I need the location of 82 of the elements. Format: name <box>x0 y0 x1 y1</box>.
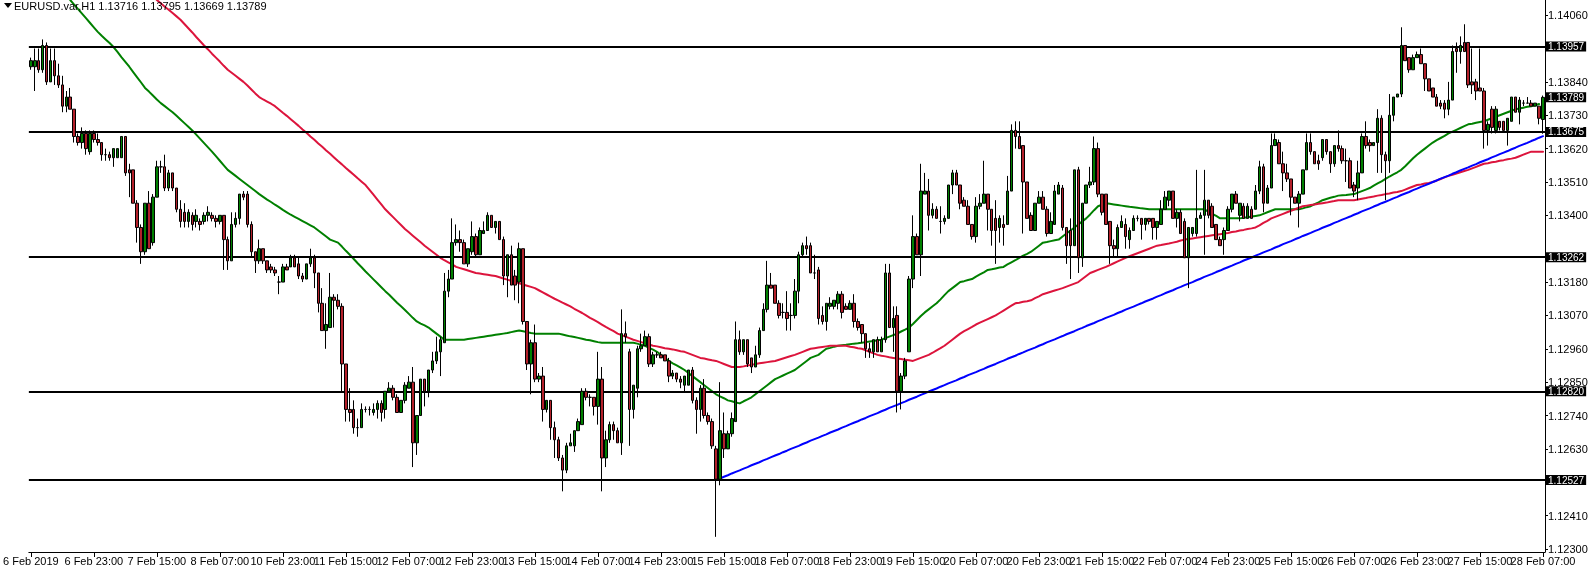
y-tick-label: 1.13070 <box>1548 309 1588 322</box>
x-tick-label: 14 Feb 07:00 <box>565 554 631 567</box>
candlestick <box>372 402 375 417</box>
x-tick-label: 6 Feb 23:00 <box>64 554 124 567</box>
candlestick <box>269 263 273 274</box>
x-tick-label: 10 Feb 23:00 <box>250 554 316 567</box>
x-tick-label: 8 Feb 07:00 <box>190 554 250 567</box>
y-tick-label: 1.12410 <box>1548 509 1588 522</box>
x-tick-label: 18 Feb 07:00 <box>754 554 820 567</box>
y-tick-label: 1.13840 <box>1548 75 1588 88</box>
x-tick-label: 26 Feb 23:00 <box>1384 554 1450 567</box>
candlestick <box>935 205 938 219</box>
x-tick-label: 19 Feb 15:00 <box>880 554 946 567</box>
candlestick <box>194 208 198 228</box>
candlestick <box>840 290 844 319</box>
candlestick <box>206 205 210 222</box>
candlestick <box>1262 163 1265 213</box>
x-tick-label: 18 Feb 23:00 <box>817 554 883 567</box>
x-tick-label: 20 Feb 07:00 <box>943 554 1009 567</box>
x-tick-label: 26 Feb 07:00 <box>1321 554 1387 567</box>
candlestick <box>785 290 789 332</box>
candlestick <box>1518 96 1521 125</box>
y-tick-label: 1.13620 <box>1548 142 1588 155</box>
x-tick-label: 20 Feb 23:00 <box>1006 554 1072 567</box>
y-tick-label: 1.13510 <box>1548 175 1588 188</box>
x-tick-label: 22 Feb 07:00 <box>1132 554 1198 567</box>
y-tick-label: 1.12300 <box>1548 542 1588 555</box>
candlestick <box>1246 202 1249 219</box>
candlestick <box>376 399 379 420</box>
candlestick <box>872 339 875 359</box>
candlestick <box>112 148 115 168</box>
x-tick-label: 6 Feb 2019 <box>3 554 59 567</box>
candlestick <box>1321 139 1324 162</box>
y-tick-label: 1.13180 <box>1548 276 1588 289</box>
x-tick-label: 14 Feb 23:00 <box>628 554 694 567</box>
ref-line-label: 1.13262 <box>1548 251 1585 263</box>
x-tick-label: 11 Feb 15:00 <box>313 554 378 567</box>
candlestick <box>273 266 277 277</box>
x-tick-label: 13 Feb 15:00 <box>502 554 568 567</box>
ref-line-label: 1.12527 <box>1548 474 1585 486</box>
ref-line-label: 1.12820 <box>1548 385 1585 397</box>
y-tick-label: 1.12630 <box>1548 442 1588 455</box>
candlestick <box>1411 54 1415 71</box>
y-tick-label: 1.13730 <box>1548 109 1588 122</box>
x-tick-label: 12 Feb 07:00 <box>376 554 442 567</box>
y-tick-label: 1.12740 <box>1548 409 1588 422</box>
candlestick <box>659 351 663 359</box>
candlestick <box>183 202 186 228</box>
candlestick <box>1526 96 1529 104</box>
x-tick-label: 7 Feb 15:00 <box>127 554 187 567</box>
ref-line-label: 1.13675 <box>1548 126 1585 138</box>
x-tick-label: 15 Feb 15:00 <box>691 554 757 567</box>
x-tick-label: 28 Feb 07:00 <box>1510 554 1576 567</box>
x-tick-label: 12 Feb 23:00 <box>439 554 505 567</box>
candlestick <box>1529 99 1533 107</box>
candlestick <box>1195 169 1198 238</box>
candlestick <box>1317 154 1320 171</box>
candlestick <box>1242 202 1245 219</box>
text: 1.13789 <box>1548 91 1585 103</box>
y-tick-label: 1.13400 <box>1548 209 1588 222</box>
y-tick-label: 1.12960 <box>1548 342 1588 355</box>
candlestick <box>1140 217 1143 241</box>
ref-line-label: 1.13957 <box>1548 40 1585 52</box>
candlestick <box>667 357 671 383</box>
candlestick <box>191 211 194 232</box>
x-tick-label: 24 Feb 23:00 <box>1195 554 1261 567</box>
x-tick-label: 27 Feb 15:00 <box>1447 554 1513 567</box>
y-tick-label: 1.14060 <box>1548 9 1588 22</box>
candlestick <box>214 214 218 228</box>
candlestick <box>939 205 942 235</box>
candlestick <box>852 293 856 329</box>
x-tick-label: 21 Feb 15:00 <box>1069 554 1135 567</box>
candlestick <box>647 333 651 368</box>
candlestick <box>1151 217 1155 241</box>
x-tick-label: 25 Feb 15:00 <box>1258 554 1324 567</box>
candlestick <box>974 196 978 244</box>
candlestick <box>612 421 615 441</box>
candlestick <box>163 154 166 192</box>
candlestick <box>238 193 241 225</box>
candlestick <box>486 211 489 232</box>
candlestick <box>679 375 682 389</box>
candlestick <box>1124 217 1127 250</box>
